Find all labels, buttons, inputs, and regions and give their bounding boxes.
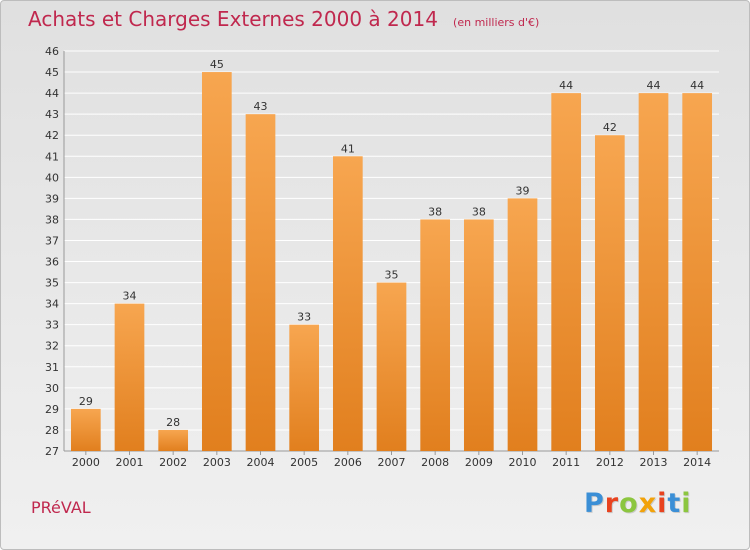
data-label: 41 xyxy=(341,142,355,155)
y-tick-label: 32 xyxy=(45,340,59,353)
y-tick-label: 38 xyxy=(45,213,59,226)
y-tick-label: 35 xyxy=(45,277,59,290)
y-tick-label: 42 xyxy=(45,129,59,142)
y-tick-label: 39 xyxy=(45,192,59,205)
bar xyxy=(682,93,713,452)
y-tick-label: 43 xyxy=(45,108,59,121)
x-tick-label: 2000 xyxy=(72,456,100,469)
y-tick-label: 33 xyxy=(45,319,59,332)
x-tick-label: 2011 xyxy=(552,456,580,469)
x-tick-label: 2013 xyxy=(640,456,668,469)
x-tick-label: 2014 xyxy=(683,456,711,469)
data-label: 28 xyxy=(166,416,180,429)
data-label: 44 xyxy=(690,79,704,92)
y-tick-label: 46 xyxy=(45,45,59,58)
x-tick-label: 2007 xyxy=(378,456,406,469)
x-tick-label: 2001 xyxy=(116,456,144,469)
x-tick-label: 2004 xyxy=(247,456,275,469)
x-tick-label: 2010 xyxy=(509,456,537,469)
bar xyxy=(507,198,538,451)
data-label: 38 xyxy=(472,205,486,218)
x-tick-label: 2002 xyxy=(159,456,187,469)
x-tick-label: 2005 xyxy=(290,456,318,469)
bar xyxy=(201,72,232,451)
chart-subtitle: (en milliers d'€) xyxy=(453,16,540,29)
y-tick-label: 45 xyxy=(45,66,59,79)
x-tick-label: 2012 xyxy=(596,456,624,469)
bar xyxy=(332,156,363,451)
y-tick-label: 31 xyxy=(45,361,59,374)
data-label: 29 xyxy=(79,395,93,408)
data-label: 44 xyxy=(559,79,573,92)
y-tick-label: 30 xyxy=(45,382,59,395)
y-tick-label: 37 xyxy=(45,234,59,247)
y-tick-label: 28 xyxy=(45,424,59,437)
bar xyxy=(158,429,189,451)
y-tick-label: 29 xyxy=(45,403,59,416)
y-tick-label: 40 xyxy=(45,171,59,184)
data-label: 44 xyxy=(647,79,661,92)
bar xyxy=(376,282,407,451)
bar xyxy=(420,219,451,451)
data-label: 35 xyxy=(385,269,399,282)
data-label: 38 xyxy=(428,205,442,218)
y-tick-label: 44 xyxy=(45,87,59,100)
x-tick-label: 2006 xyxy=(334,456,362,469)
y-tick-label: 27 xyxy=(45,445,59,458)
proxiti-logo[interactable]: Proxiti xyxy=(584,488,692,519)
bar xyxy=(114,303,145,451)
data-label: 34 xyxy=(123,290,137,303)
bar xyxy=(551,93,582,452)
bar xyxy=(70,408,101,451)
data-label: 39 xyxy=(516,184,530,197)
data-label: 33 xyxy=(297,311,311,324)
data-label: 42 xyxy=(603,121,617,134)
y-tick-label: 41 xyxy=(45,150,59,163)
commune-name: PRéVAL xyxy=(31,498,91,517)
bar xyxy=(638,93,669,452)
bar xyxy=(594,135,625,452)
x-tick-label: 2003 xyxy=(203,456,231,469)
data-label: 45 xyxy=(210,58,224,71)
chart-title: Achats et Charges Externes 2000 à 2014 xyxy=(28,7,438,31)
x-tick-label: 2009 xyxy=(465,456,493,469)
y-tick-label: 34 xyxy=(45,298,59,311)
title-row: Achats et Charges Externes 2000 à 2014 (… xyxy=(28,7,539,31)
x-tick-label: 2008 xyxy=(421,456,449,469)
bar xyxy=(245,114,276,451)
bar xyxy=(289,324,320,451)
bar xyxy=(463,219,494,451)
data-label: 43 xyxy=(254,100,268,113)
y-tick-label: 36 xyxy=(45,256,59,269)
